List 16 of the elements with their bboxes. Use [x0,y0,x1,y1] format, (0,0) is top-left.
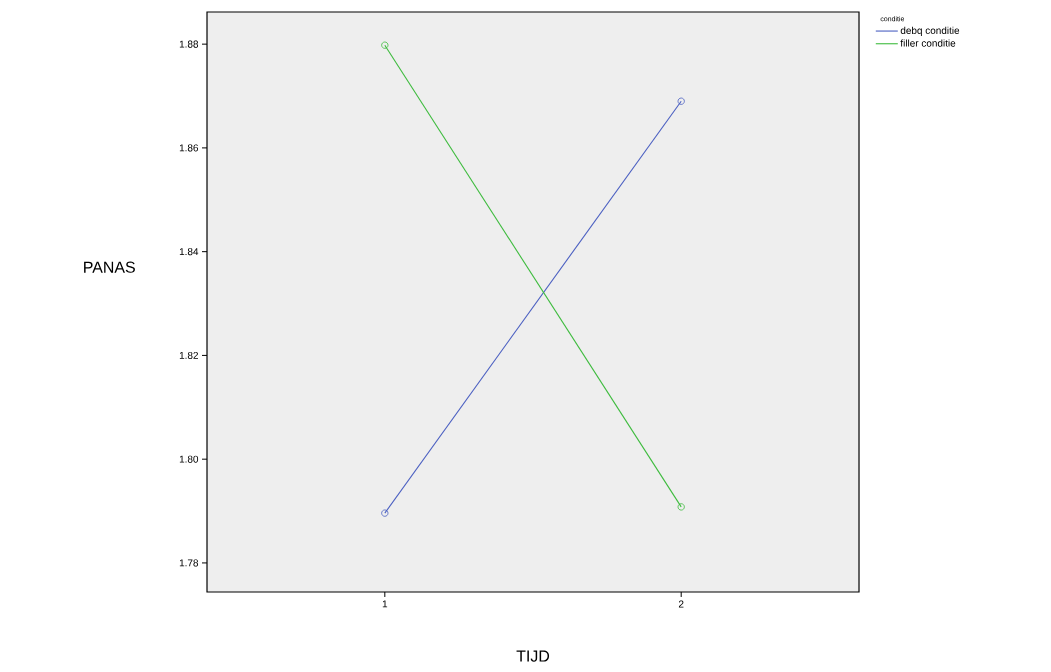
y-axis-title: PANAS [84,261,135,273]
legend-label: debq conditie [900,26,960,36]
point [677,97,685,105]
y-tick-label: 1.80 [179,455,199,463]
legend-label: filler conditie [900,39,956,47]
point [677,503,685,511]
y-tick-label: 1.88 [179,40,199,48]
point [381,41,389,49]
x-tick-label: 1 [382,600,388,608]
y-tick-label: 1.86 [179,144,199,152]
x-axis-title: TIJD [516,650,550,662]
point [381,509,389,517]
y-tick-label: 1.82 [179,351,198,359]
y-tick-label: 1.78 [179,559,199,567]
x-tick-label: 2 [678,600,684,608]
y-tick-label: 1.84 [179,248,199,256]
